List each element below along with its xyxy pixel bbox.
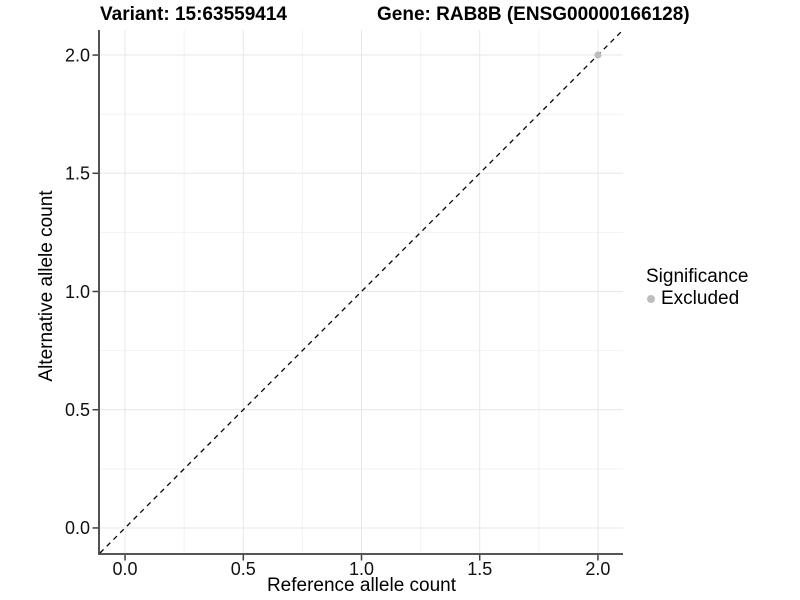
x-tick-label: 0.5 — [231, 559, 256, 579]
legend-point-icon — [647, 294, 655, 303]
x-tick-label: 2.0 — [585, 559, 610, 579]
y-tick-label: 0.5 — [65, 400, 90, 420]
legend-item-excluded: Excluded — [646, 288, 748, 309]
axis-line — [98, 30, 623, 555]
x-tick-label: 1.0 — [349, 559, 374, 579]
x-tick-label: 1.5 — [467, 559, 492, 579]
legend-item-label: Excluded — [661, 288, 740, 309]
x-axis-title: Reference allele count — [266, 575, 457, 596]
y-tick-label: 1.0 — [65, 282, 90, 302]
y-tick-label: 0.0 — [65, 518, 90, 538]
variant-title: Variant: 15:63559414 — [100, 4, 287, 25]
y-tick-label: 1.5 — [65, 164, 90, 184]
y-axis-title: Alternative allele count — [36, 190, 57, 382]
legend: Significance Excluded — [646, 266, 748, 309]
data-point — [594, 51, 602, 59]
legend-title: Significance — [646, 266, 749, 287]
gene-title: Gene: RAB8B (ENSG00000166128) — [377, 4, 690, 25]
y-tick-label: 2.0 — [65, 45, 90, 65]
x-tick-label: 0.0 — [113, 559, 138, 579]
